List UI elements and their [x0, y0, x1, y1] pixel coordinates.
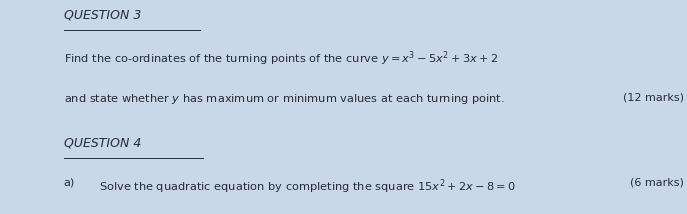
Text: a): a): [64, 178, 75, 188]
Text: and state whether $y$ has maximum or minimum values at each turning point.: and state whether $y$ has maximum or min…: [64, 92, 504, 106]
Text: Find the co-ordinates of the turning points of the curve $y = x^3 - 5x^2 + 3x + : Find the co-ordinates of the turning poi…: [64, 49, 498, 68]
Text: (6 marks): (6 marks): [630, 178, 684, 188]
Text: QUESTION 4: QUESTION 4: [64, 137, 141, 150]
Text: QUESTION 3: QUESTION 3: [64, 9, 141, 22]
Text: (12 marks): (12 marks): [622, 92, 684, 102]
Text: Solve the quadratic equation by completing the square $15x^2 + 2x - 8 = 0$: Solve the quadratic equation by completi…: [100, 178, 517, 196]
